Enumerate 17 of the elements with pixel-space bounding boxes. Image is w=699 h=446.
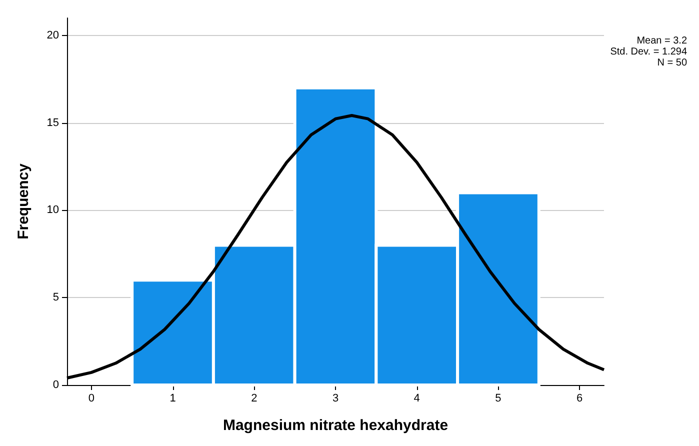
x-tick-label: 0 bbox=[88, 392, 94, 404]
x-tick-label: 6 bbox=[576, 392, 583, 404]
x-tick-label: 2 bbox=[251, 392, 258, 404]
text: Std. Dev. = 1.294 bbox=[610, 46, 688, 58]
text: Mean = 3.2 bbox=[636, 36, 688, 46]
y-tick-label: 15 bbox=[46, 116, 59, 129]
y-tick-label: 20 bbox=[46, 29, 59, 42]
x-tick-label: 5 bbox=[495, 392, 502, 404]
x-tick-label: 4 bbox=[414, 392, 420, 404]
x-tick-label: 3 bbox=[332, 392, 339, 404]
y-tick-label: 10 bbox=[46, 204, 59, 216]
y-axis-title: Frequency bbox=[15, 162, 32, 240]
text: N = 50 bbox=[657, 58, 688, 68]
x-axis-title: Magnesium nitrate hexahydrate bbox=[222, 417, 448, 434]
x-tick-label: 1 bbox=[170, 392, 176, 404]
y-tick-label: 0 bbox=[52, 379, 59, 391]
y-tick-label: 5 bbox=[52, 292, 59, 304]
